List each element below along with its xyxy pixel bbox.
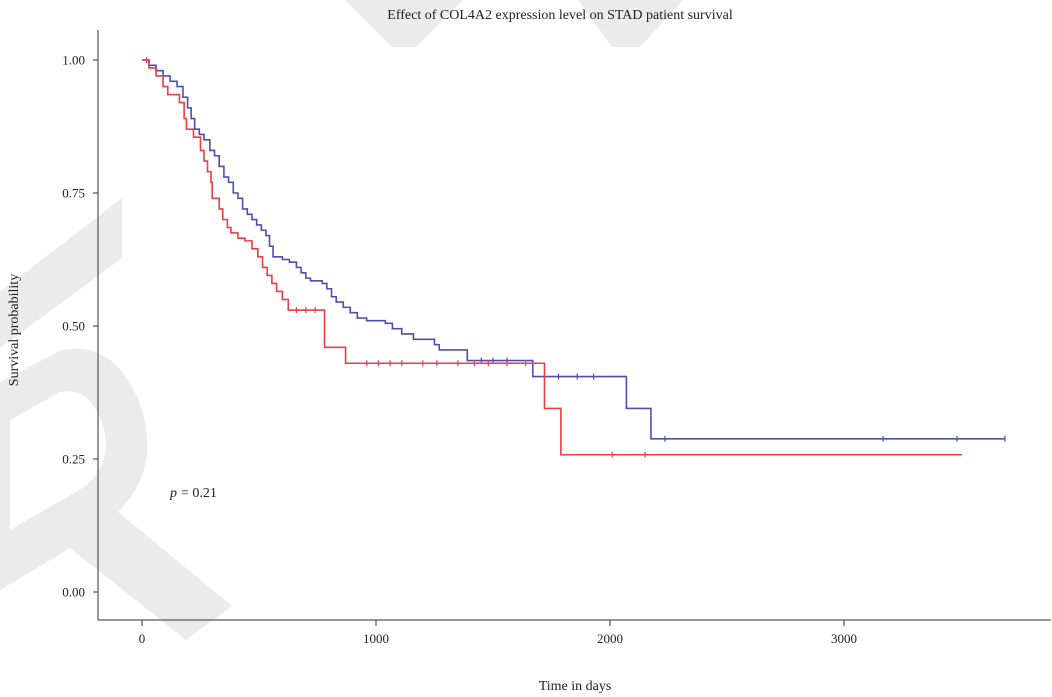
survival-curve: [142, 59, 962, 456]
p-value-annotation: p = 0.21: [169, 486, 217, 501]
y-tick-label: 1.00: [62, 53, 85, 68]
chart-title: Effect of COL4A2 expression level on STA…: [387, 8, 733, 23]
y-tick-label: 0.75: [62, 186, 85, 201]
axis-ticks: 0.00 0.25 0.50 0.75 1.00 0 1000 2000 3000: [62, 53, 857, 647]
survival-curves: [142, 57, 1006, 458]
watermark-shape: [0, 198, 122, 348]
watermark-shape: [0, 348, 232, 640]
y-tick-label: 0.25: [62, 452, 85, 467]
x-tick-label: 2000: [597, 631, 623, 646]
y-tick-label: 0.50: [62, 319, 85, 334]
x-tick-label: 1000: [363, 631, 389, 646]
y-axis-label: Survival probability: [7, 274, 22, 386]
survival-curve: [142, 59, 1005, 440]
x-axis-label: Time in days: [539, 679, 612, 694]
y-tick-label: 0.00: [62, 585, 85, 600]
watermark-shape: [578, 0, 683, 47]
watermark: [0, 0, 683, 640]
watermark-shape: [345, 0, 463, 47]
x-tick-label: 3000: [831, 631, 857, 646]
x-tick-label: 0: [139, 631, 146, 646]
p-symbol: p: [169, 486, 177, 501]
p-value-text: = 0.21: [181, 486, 217, 501]
